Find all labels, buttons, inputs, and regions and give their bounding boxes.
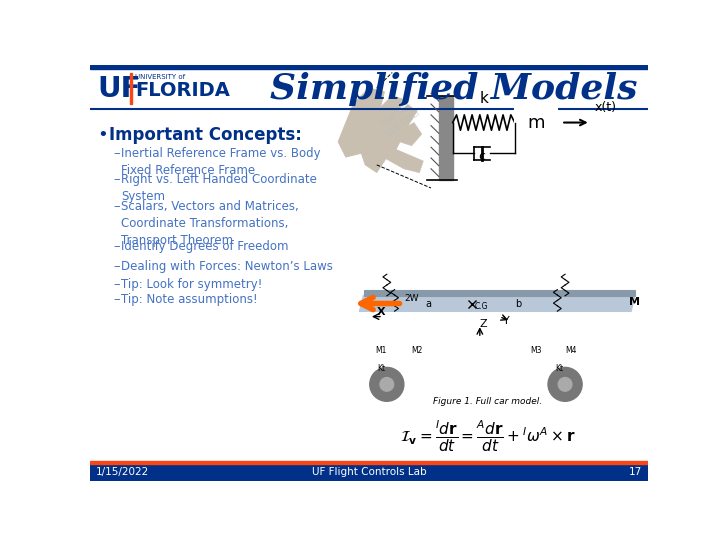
Bar bbox=[569, 357, 580, 365]
Text: Tip: Note assumptions!: Tip: Note assumptions! bbox=[121, 294, 258, 307]
Text: M3: M3 bbox=[530, 346, 541, 355]
Bar bbox=[438, 96, 453, 180]
Text: –: – bbox=[113, 173, 120, 186]
Circle shape bbox=[380, 377, 394, 392]
Bar bbox=[90, 464, 648, 481]
Text: UNIVERSITY of: UNIVERSITY of bbox=[135, 74, 185, 80]
Polygon shape bbox=[338, 88, 423, 173]
Text: UF: UF bbox=[98, 75, 141, 103]
Text: Inertial Reference Frame vs. Body
Fixed Reference Frame: Inertial Reference Frame vs. Body Fixed … bbox=[121, 147, 320, 177]
Text: –: – bbox=[113, 278, 120, 291]
Text: k: k bbox=[480, 91, 488, 106]
Bar bbox=[374, 346, 387, 355]
Text: Scalars, Vectors and Matrices,
Coordinate Transformations,
Transport Theorem: Scalars, Vectors and Matrices, Coordinat… bbox=[121, 200, 299, 247]
Text: FOR REF
USS ONLY: FOR REF USS ONLY bbox=[378, 99, 422, 138]
Text: x(t): x(t) bbox=[595, 100, 616, 113]
Text: M: M bbox=[629, 297, 640, 307]
Text: •: • bbox=[98, 126, 109, 144]
Text: a: a bbox=[426, 299, 431, 309]
Bar bbox=[534, 357, 545, 365]
Text: 1/15/2022: 1/15/2022 bbox=[96, 467, 150, 477]
Text: X: X bbox=[377, 307, 385, 317]
Text: c: c bbox=[479, 150, 486, 163]
Bar bbox=[90, 65, 648, 69]
Text: C.G: C.G bbox=[474, 302, 488, 311]
Bar bbox=[90, 69, 238, 109]
Text: Tip: Look for symmetry!: Tip: Look for symmetry! bbox=[121, 278, 262, 291]
Polygon shape bbox=[360, 296, 635, 311]
Text: –: – bbox=[113, 200, 120, 213]
Text: b: b bbox=[515, 299, 521, 309]
Text: UF Flight Controls Lab: UF Flight Controls Lab bbox=[312, 467, 426, 477]
Text: FLORIDA: FLORIDA bbox=[135, 80, 230, 100]
Bar bbox=[379, 357, 390, 365]
Text: Simplified Models: Simplified Models bbox=[271, 72, 638, 106]
Bar bbox=[90, 461, 648, 464]
Text: Figure 1. Full car model.: Figure 1. Full car model. bbox=[433, 397, 542, 406]
Text: Dealing with Forces: Newton’s Laws: Dealing with Forces: Newton’s Laws bbox=[121, 260, 333, 273]
Text: Kt: Kt bbox=[556, 364, 564, 373]
Text: –: – bbox=[113, 260, 120, 273]
Circle shape bbox=[370, 367, 404, 401]
Text: m: m bbox=[527, 114, 545, 132]
Text: 2W: 2W bbox=[405, 294, 419, 303]
Bar bbox=[414, 357, 425, 365]
Text: Identify Degrees of Freedom: Identify Degrees of Freedom bbox=[121, 240, 289, 253]
Text: M2: M2 bbox=[411, 346, 423, 355]
Text: –: – bbox=[113, 147, 120, 160]
Text: M4: M4 bbox=[564, 346, 576, 355]
Text: M1: M1 bbox=[375, 346, 387, 355]
Text: Y: Y bbox=[503, 316, 510, 326]
Bar bbox=[410, 346, 424, 355]
Text: Right vs. Left Handed Coordinate
System: Right vs. Left Handed Coordinate System bbox=[121, 173, 317, 204]
Circle shape bbox=[548, 367, 582, 401]
Circle shape bbox=[558, 377, 572, 392]
Bar bbox=[528, 346, 543, 355]
Text: –: – bbox=[113, 294, 120, 307]
Text: $\mathcal{I}_{\mathbf{v}} = \dfrac{{}^{I}d\mathbf{r}}{dt} = \dfrac{{}^{A}d\mathb: $\mathcal{I}_{\mathbf{v}} = \dfrac{{}^{I… bbox=[400, 419, 575, 455]
Text: 17: 17 bbox=[629, 467, 642, 477]
Text: Important Concepts:: Important Concepts: bbox=[109, 126, 302, 144]
Bar bbox=[564, 346, 577, 355]
Text: Kt: Kt bbox=[377, 364, 385, 373]
Text: –: – bbox=[113, 240, 120, 253]
Bar bbox=[130, 73, 132, 104]
Polygon shape bbox=[364, 291, 635, 296]
Bar bbox=[515, 102, 557, 144]
Text: Z: Z bbox=[480, 319, 487, 329]
